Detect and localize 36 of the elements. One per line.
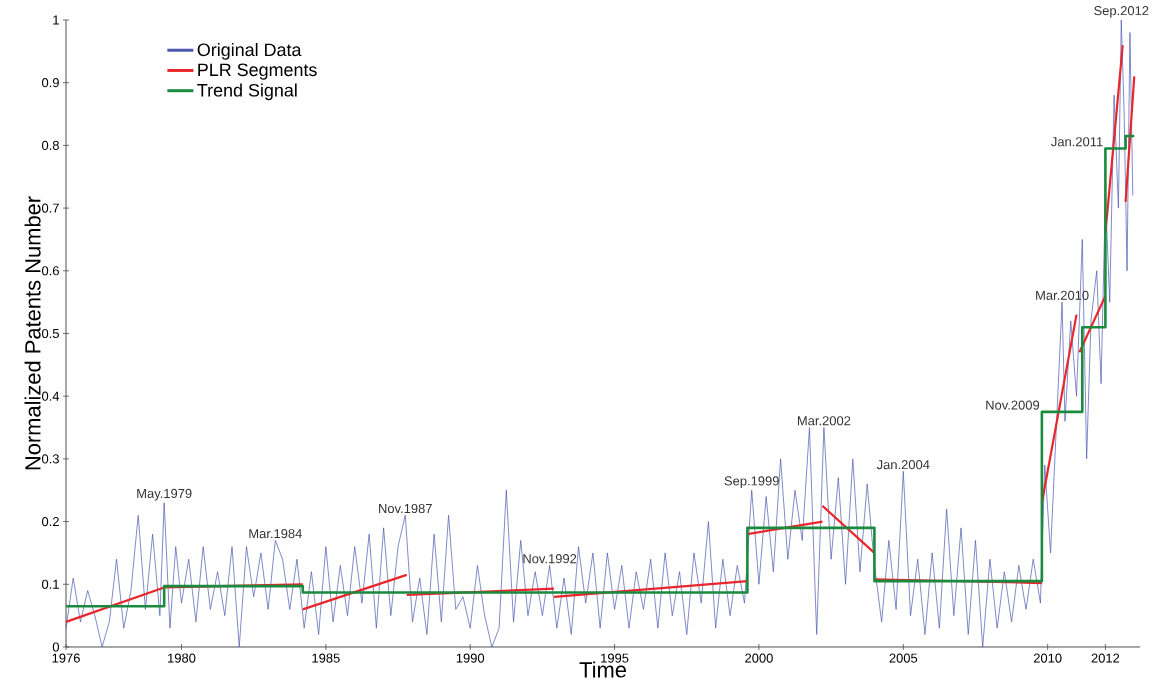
- legend-label: Trend Signal: [197, 83, 297, 101]
- y-tick-label: 0.7: [41, 203, 59, 213]
- annotation: Nov.2009: [986, 400, 1040, 410]
- y-tick-label: 0.3: [41, 454, 59, 464]
- y-tick-label: 0.4: [41, 391, 60, 401]
- y-tick-label: 1: [53, 15, 59, 25]
- x-tick-label: 2010: [1033, 653, 1062, 663]
- x-tick-label: 1980: [168, 653, 196, 663]
- legend-label: PLR Segments: [198, 63, 317, 80]
- x-tick-label: 1976: [52, 653, 80, 663]
- x-tick-label: 2005: [889, 653, 918, 663]
- annotation: Nov.1987: [379, 503, 432, 514]
- y-axis-title: Normalized Patents Number: [24, 196, 41, 470]
- y-tick-label: 0: [52, 642, 59, 652]
- annotation: Sep.1999: [724, 476, 779, 489]
- x-tick-label: 1985: [312, 653, 340, 663]
- annotation: Jan.2011: [1051, 137, 1103, 147]
- x-tick-label: 2000: [745, 653, 773, 663]
- y-tick-label: 0.9: [41, 78, 59, 88]
- legend-label: Original Data: [197, 42, 302, 60]
- annotation: Mar.2010: [1036, 290, 1089, 300]
- x-tick-label: 2012: [1091, 653, 1120, 663]
- y-tick-label: 0.8: [41, 140, 59, 150]
- annotation: Jan.2004: [876, 460, 930, 470]
- x-tick-label: 1990: [456, 653, 485, 663]
- annotation: Mar.1984: [249, 529, 302, 539]
- x-tick-label: 1995: [601, 653, 629, 663]
- y-tick-label: 0.6: [41, 266, 59, 276]
- x-axis-title: Time: [579, 661, 626, 678]
- annotation: Mar.2002: [797, 416, 851, 426]
- annotation: Sep.2012: [1094, 6, 1149, 18]
- y-tick-label: 0.1: [41, 579, 59, 589]
- y-tick-label: 0.5: [41, 328, 59, 339]
- y-tick-label: 0.2: [41, 517, 59, 527]
- annotation: May.1979: [137, 488, 192, 501]
- annotation: Nov.1992: [523, 554, 577, 564]
